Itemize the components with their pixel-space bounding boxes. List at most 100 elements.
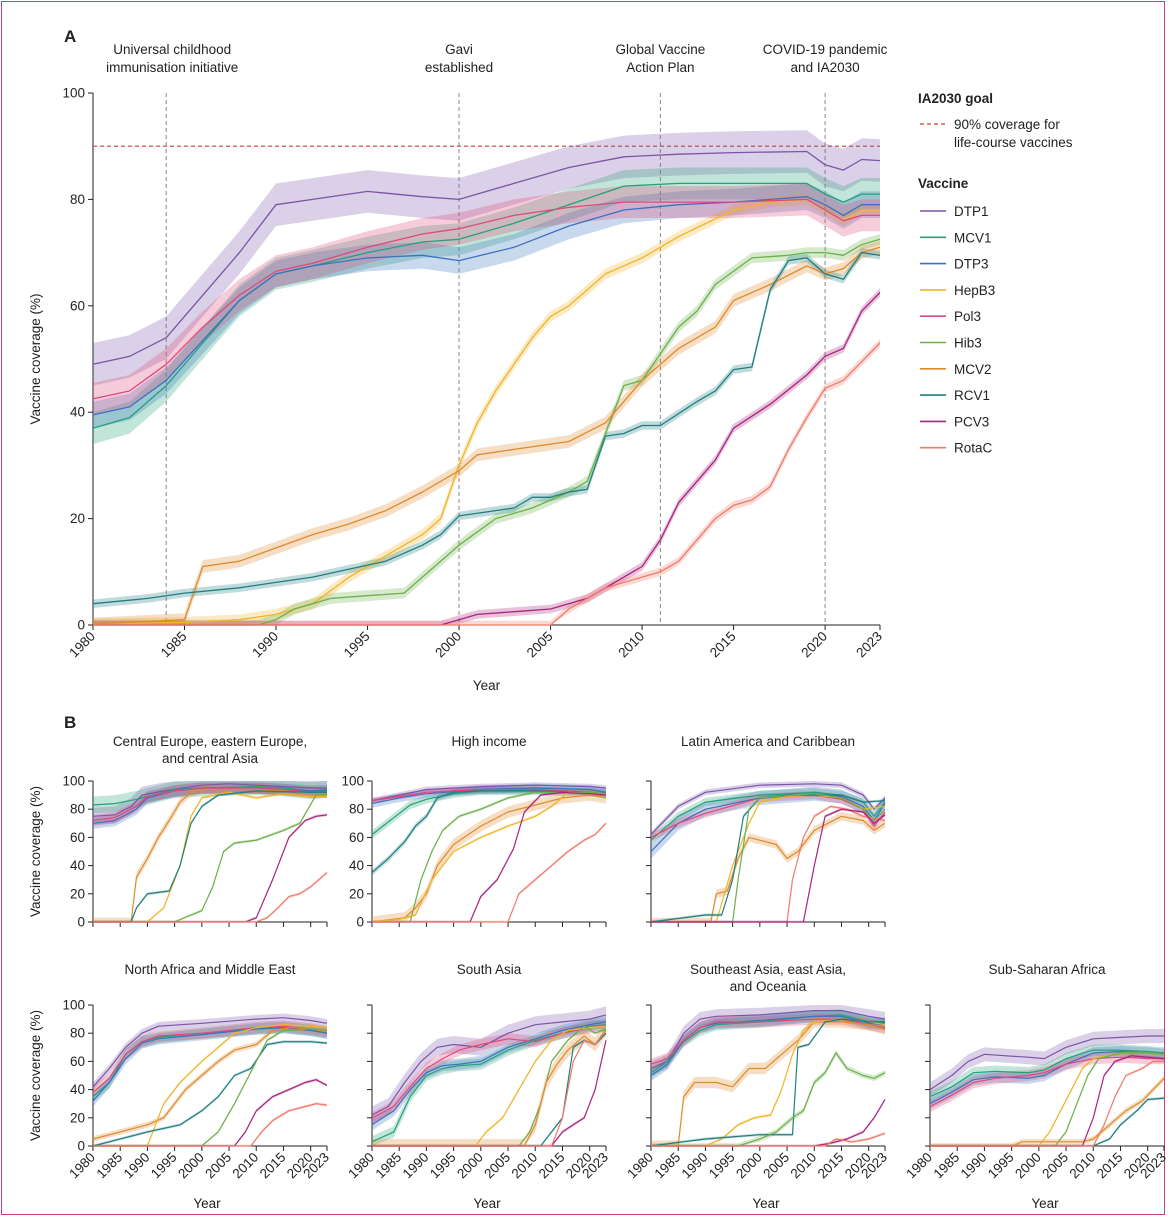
- legend-goal-label: life-course vaccines: [954, 135, 1073, 150]
- chart-central-europe: 0 20 40 60 80 100 Central Europe, eastern Euro…: [62, 734, 328, 930]
- legend: IA2030 goal 90% coverage for life-course v…: [918, 91, 1073, 456]
- band-mcv2: [93, 1024, 327, 1142]
- series-rotac: [372, 1030, 607, 1147]
- panel-title: North Africa and Middle East: [124, 962, 295, 977]
- series-mcv2: [93, 788, 327, 923]
- legend-label-mcv1: MCV1: [954, 230, 992, 245]
- y-tick-label: 20: [349, 886, 364, 901]
- band-dtp1: [93, 130, 880, 386]
- series-rcv1: [650, 1018, 885, 1147]
- band-pcv3: [651, 1098, 885, 1146]
- series-mcv1: [92, 182, 880, 429]
- x-tick-label: 1985: [372, 1150, 404, 1182]
- x-tick-label: 1990: [958, 1150, 990, 1182]
- y-tick-label: 40: [70, 405, 85, 420]
- series-dtp3: [92, 1027, 328, 1102]
- series-pcv3: [93, 292, 881, 626]
- x-tick-label: 1990: [249, 629, 281, 661]
- panel-b-letter: B: [64, 713, 76, 732]
- panel-b-y-label-1: Vaccine coverage (%): [28, 1010, 43, 1141]
- legend-goal-heading: IA2030 goal: [918, 91, 993, 106]
- event-label-2: Global Vaccine: [615, 42, 705, 57]
- band-mcv1: [372, 1019, 606, 1146]
- x-tick-label: 2000: [733, 1150, 765, 1182]
- panel-b-y-label-0: Vaccine coverage (%): [28, 786, 43, 917]
- x-tick-label: 1980: [345, 1150, 377, 1182]
- band-dtp1: [651, 1005, 885, 1076]
- x-tick-label: 2015: [707, 629, 739, 661]
- band-dtp3: [93, 183, 880, 429]
- chart-north-africa: 0 20 40 60 80 100 1980198519901995200020052010…: [62, 962, 332, 1181]
- series-dtp1: [92, 1017, 328, 1088]
- series-pol3: [92, 787, 327, 822]
- band-mcv2: [372, 1021, 606, 1146]
- series-dtp1: [92, 783, 327, 817]
- series-mcv2: [92, 1027, 328, 1140]
- series-rcv1: [92, 251, 881, 605]
- x-tick-label: 2005: [1039, 1150, 1071, 1182]
- series-hib3: [93, 238, 881, 626]
- series-mcv2: [92, 246, 881, 625]
- chart-southeast-asia: 1980198519901995200020052010201520202023…: [624, 962, 890, 1181]
- y-tick-label: 0: [77, 618, 85, 633]
- series-hepb3: [93, 1024, 328, 1147]
- chart-high-income: 0 20 40 60 80 100 High income: [341, 734, 607, 930]
- legend-label-rotac: RotaC: [954, 441, 993, 456]
- x-tick-label: 2005: [524, 629, 556, 661]
- panel-b-x-label-2: Year: [752, 1196, 780, 1211]
- legend-label-pcv3: PCV3: [954, 414, 989, 429]
- y-tick-label: 60: [70, 298, 85, 313]
- series-mcv2: [651, 1021, 886, 1147]
- y-tick-label: 100: [341, 774, 364, 789]
- x-tick-label: 2010: [230, 1150, 262, 1182]
- y-tick-label: 100: [62, 774, 85, 789]
- series-rotac: [651, 805, 886, 923]
- x-tick-label: 1980: [624, 1150, 656, 1182]
- legend-label-pol3: Pol3: [954, 309, 981, 324]
- x-tick-label: 2005: [202, 1150, 234, 1182]
- x-tick-label: 2015: [815, 1150, 847, 1182]
- y-tick-label: 80: [70, 192, 85, 207]
- panel-b-x-label-0: Year: [193, 1196, 221, 1211]
- y-tick-label: 80: [349, 802, 364, 817]
- panel-title: South Asia: [457, 962, 522, 977]
- band-pol3: [93, 1020, 327, 1099]
- x-tick-label: 1980: [66, 1150, 98, 1182]
- series-dtp1: [371, 784, 607, 802]
- series-mcv2: [371, 794, 607, 923]
- x-tick-label: 2000: [175, 1150, 207, 1182]
- series-pol3: [92, 198, 880, 400]
- y-tick-label: 20: [70, 1110, 85, 1125]
- band-mcv2: [651, 1016, 885, 1146]
- band-dtp3: [930, 1045, 1164, 1110]
- x-tick-label: 2023: [853, 629, 885, 661]
- series-dtp3: [371, 1021, 607, 1126]
- series-pol3: [371, 1025, 607, 1119]
- x-tick-label: 1990: [400, 1150, 432, 1182]
- band-dtp1: [930, 1029, 1164, 1097]
- panel-title: Southeast Asia, east Asia,: [690, 962, 846, 977]
- band-dtp3: [93, 782, 327, 829]
- panel-a-x-label: Year: [473, 678, 501, 693]
- series-dtp3: [929, 1050, 1165, 1105]
- x-tick-label: 1980: [66, 629, 98, 661]
- legend-goal-label: 90% coverage for: [954, 117, 1060, 132]
- series-mcv1: [650, 791, 886, 841]
- x-tick-label: 1990: [679, 1150, 711, 1182]
- legend-label-dtp3: DTP3: [954, 257, 989, 272]
- x-tick-label: 1985: [930, 1150, 962, 1182]
- y-tick-label: 20: [70, 886, 85, 901]
- band-pcv3: [93, 813, 327, 922]
- band-rotac: [651, 805, 885, 922]
- band-mcv1: [93, 1021, 327, 1103]
- band-dtp3: [93, 1021, 327, 1107]
- band-mcv2: [651, 812, 885, 922]
- chart-global: 0 20 40 60 80 100 1980 1985 1990 1995 2000 2005 2010…: [62, 42, 887, 660]
- series-hib3: [372, 791, 607, 923]
- band-dtp3: [651, 786, 885, 859]
- series-rcv1: [92, 1041, 328, 1147]
- x-tick-label: 1980: [903, 1150, 935, 1182]
- series-hib3: [651, 1052, 886, 1147]
- band-dtp1: [372, 782, 606, 804]
